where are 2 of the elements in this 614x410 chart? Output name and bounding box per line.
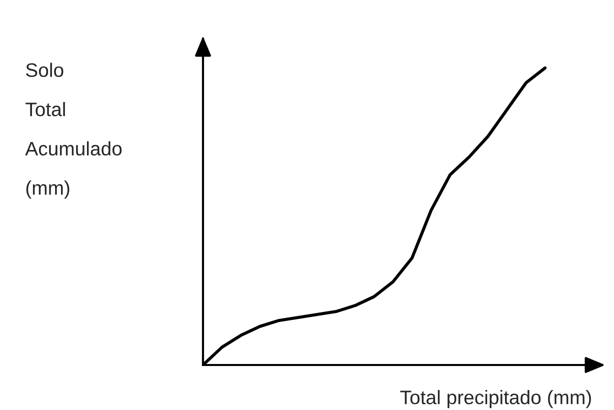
x-axis-title: Total precipitado (mm): [400, 390, 591, 408]
text: Solo Total Acumulado (mm): [25, 62, 122, 199]
